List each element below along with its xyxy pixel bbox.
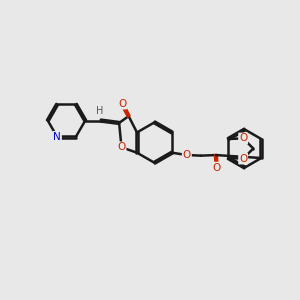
Text: O: O — [117, 142, 126, 152]
Text: O: O — [212, 163, 221, 172]
Text: H: H — [95, 106, 103, 116]
Text: O: O — [239, 134, 247, 143]
Text: O: O — [239, 154, 247, 164]
Text: O: O — [118, 99, 126, 109]
Text: O: O — [183, 150, 191, 160]
Text: N: N — [53, 132, 61, 142]
